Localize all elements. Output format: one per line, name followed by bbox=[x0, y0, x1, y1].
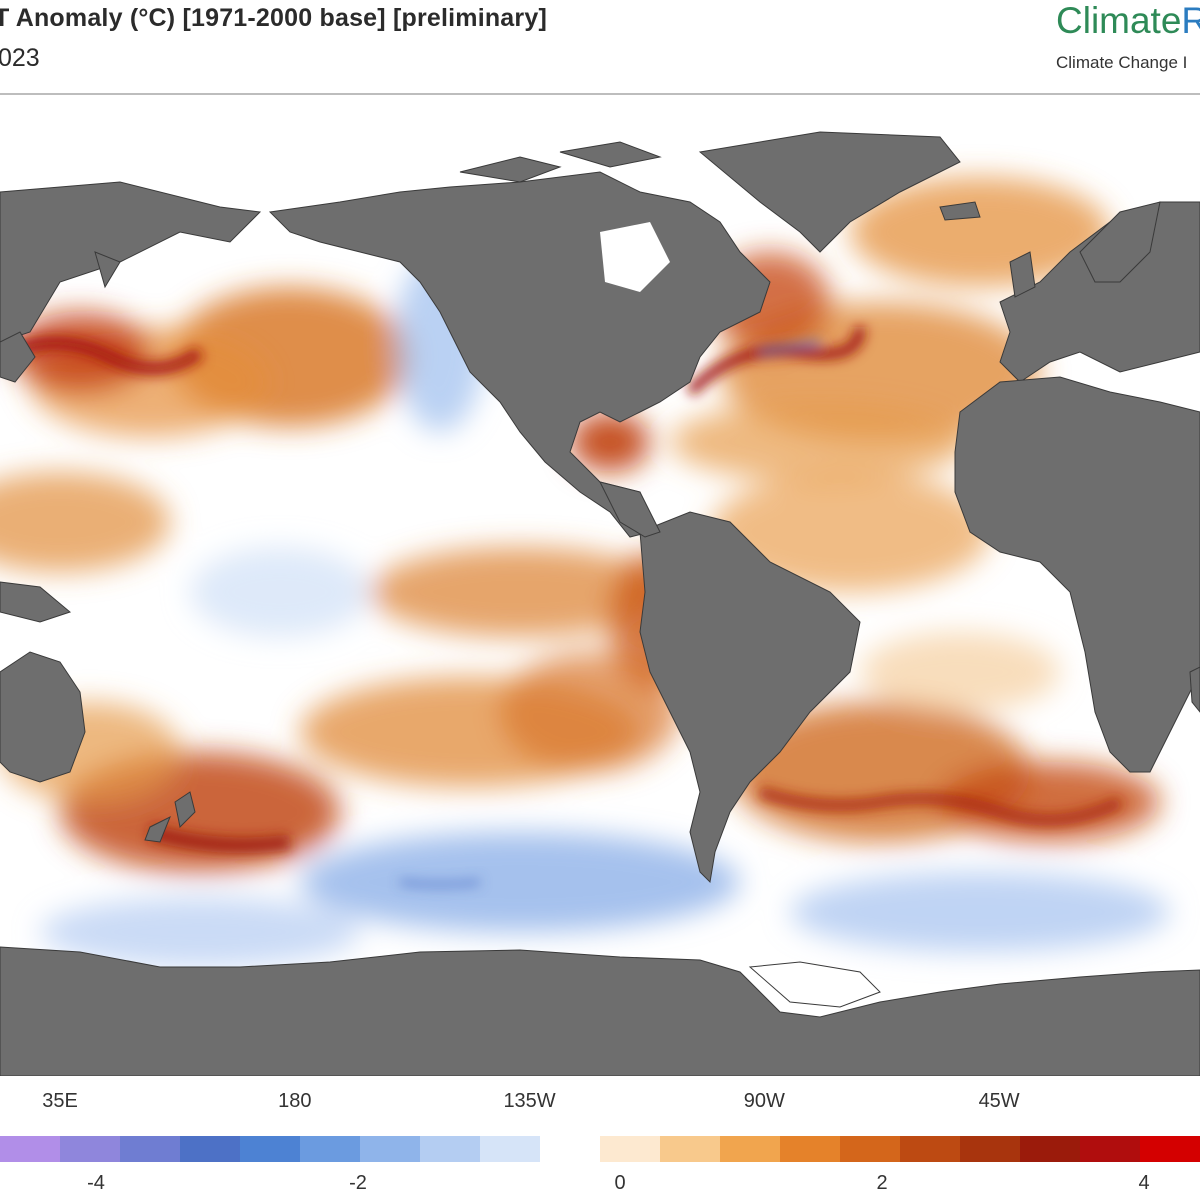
sst-anomaly-map bbox=[0, 112, 1200, 1076]
colorbar-tick-label: 2 bbox=[876, 1172, 888, 1194]
colorbar-swatch bbox=[1080, 1136, 1141, 1162]
colorbar-swatch bbox=[300, 1136, 361, 1162]
colorbar-tick-label: 0 bbox=[614, 1172, 626, 1194]
brand-tagline: Climate Change I bbox=[1056, 53, 1188, 72]
colorbar-swatch bbox=[540, 1136, 601, 1162]
longitude-label: 35E bbox=[42, 1090, 78, 1112]
colorbar-swatch bbox=[1140, 1136, 1200, 1162]
longitude-label: 45W bbox=[978, 1090, 1020, 1112]
header-divider bbox=[0, 93, 1200, 95]
colorbar-swatch bbox=[840, 1136, 901, 1162]
colorbar-swatch bbox=[660, 1136, 721, 1162]
colorbar-swatch bbox=[60, 1136, 121, 1162]
colorbar-swatch bbox=[720, 1136, 781, 1162]
colorbar-tick-label: -4 bbox=[87, 1172, 105, 1194]
colorbar-swatch bbox=[0, 1136, 61, 1162]
africa bbox=[954, 376, 1200, 773]
colorbar-swatch bbox=[480, 1136, 541, 1162]
colorbar-swatch bbox=[1020, 1136, 1081, 1162]
colorbar-tick-label: -2 bbox=[349, 1172, 367, 1194]
uk bbox=[1009, 251, 1036, 298]
map-title: T Anomaly (°C) [1971-2000 base] [prelimi… bbox=[0, 4, 547, 32]
colorbar-swatch bbox=[240, 1136, 301, 1162]
land bbox=[0, 131, 1200, 1076]
colorbar-swatch bbox=[420, 1136, 481, 1162]
colorbar-swatch bbox=[180, 1136, 241, 1162]
colorbar-tick-label: 4 bbox=[1138, 1172, 1150, 1194]
brand-name-1: Climate bbox=[1056, 0, 1182, 41]
colorbar bbox=[0, 1136, 1200, 1162]
new-zealand bbox=[174, 791, 196, 829]
australia bbox=[0, 651, 86, 783]
antarctica bbox=[0, 946, 1200, 1076]
colorbar-swatch bbox=[600, 1136, 661, 1162]
ice-shelf bbox=[748, 961, 881, 1008]
longitude-label: 180 bbox=[278, 1090, 312, 1112]
longitude-label: 90W bbox=[743, 1090, 785, 1112]
longitude-label: 135W bbox=[503, 1090, 556, 1112]
brand-name-2: R bbox=[1181, 0, 1200, 41]
colorbar-swatch bbox=[360, 1136, 421, 1162]
colorbar-swatch bbox=[960, 1136, 1021, 1162]
greenland bbox=[698, 131, 961, 253]
map-date: 023 bbox=[0, 44, 40, 72]
brand-logo[interactable]: ClimateR bbox=[1056, 0, 1200, 42]
colorbar-swatch bbox=[900, 1136, 961, 1162]
colorbar-swatch bbox=[780, 1136, 841, 1162]
colorbar-swatch bbox=[120, 1136, 181, 1162]
japan bbox=[0, 331, 36, 383]
hot-streaks bbox=[7, 326, 1123, 888]
south-america bbox=[639, 511, 861, 884]
